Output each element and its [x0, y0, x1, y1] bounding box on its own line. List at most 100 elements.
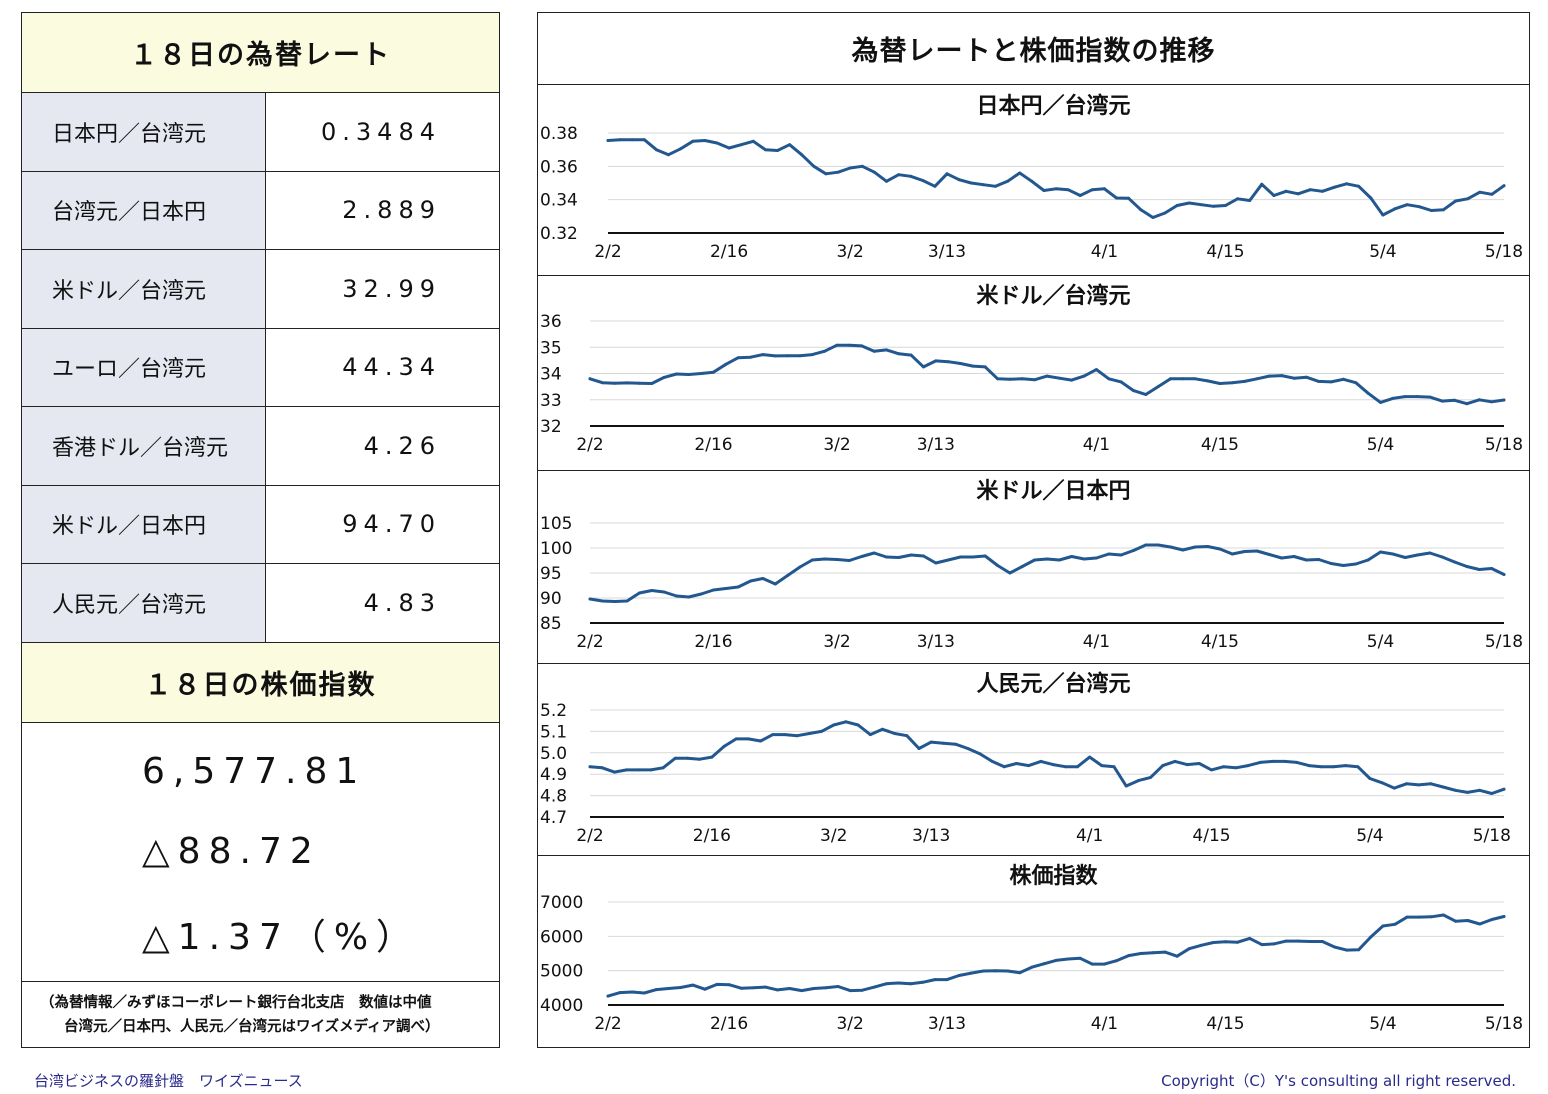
y-tick-label: 4.7 [540, 808, 567, 828]
data-point [909, 553, 913, 557]
data-point [1175, 204, 1179, 207]
rate-value: 4.26 [363, 431, 441, 460]
data-point [1042, 962, 1046, 966]
rate-value: 4.83 [363, 588, 441, 617]
data-point [1465, 790, 1469, 794]
charts-title: 為替レートと株価指数の推移 [538, 13, 1529, 85]
data-point [1429, 915, 1433, 919]
data-point [1369, 935, 1373, 939]
x-tick-label: 5/18 [1485, 632, 1523, 652]
y-tick-label: 95 [540, 564, 562, 584]
data-point [625, 768, 629, 772]
data-point [1272, 942, 1276, 946]
data-point [1368, 777, 1372, 780]
data-point [1248, 199, 1252, 202]
data-point [885, 982, 888, 986]
chart-3: 米ドル／日本円 105 100 95 90 85 2/2 2/16 3/2 3/13 4/1 4/15… [538, 470, 1529, 663]
data-point [1381, 213, 1385, 217]
data-point [1502, 184, 1506, 188]
data-point [922, 365, 925, 369]
data-point [835, 558, 839, 561]
data-point [751, 139, 755, 143]
y-tick-label: 85 [540, 614, 562, 634]
x-tick-label: 5/4 [1367, 435, 1394, 455]
data-point [630, 138, 634, 142]
data-point [1453, 398, 1457, 402]
data-point [1267, 374, 1271, 378]
data-point [1366, 558, 1370, 562]
data-point [1391, 552, 1395, 556]
x-tick-label: 2/16 [710, 242, 748, 262]
data-point [1127, 954, 1131, 958]
data-point [860, 164, 864, 168]
data-point [1490, 918, 1494, 921]
data-point [1136, 779, 1140, 783]
data-point [810, 353, 814, 357]
data-point [1181, 377, 1185, 381]
data-point [724, 587, 728, 590]
data-point [1218, 382, 1222, 385]
data-point [1357, 948, 1361, 952]
data-point [1304, 375, 1308, 379]
data-point [1403, 395, 1407, 399]
data-point [600, 381, 604, 385]
data-point [1236, 940, 1240, 944]
data-point [957, 974, 961, 977]
data-point [736, 356, 740, 360]
data-point [1345, 182, 1349, 186]
x-tick-label: 3/2 [836, 242, 863, 262]
data-point [1280, 374, 1284, 378]
chart-title: 日本円／台湾元 [976, 93, 1130, 119]
data-point [1199, 943, 1203, 947]
data-point [1156, 543, 1160, 547]
footer-copyright: Copyright（C）Y's consulting all right res… [1161, 1072, 1516, 1090]
data-point [1230, 381, 1234, 385]
data-point [1006, 179, 1010, 183]
data-point [921, 980, 925, 984]
data-point [1094, 368, 1098, 372]
x-tick-label: 3/13 [928, 1014, 966, 1034]
series-line [588, 720, 1506, 795]
y-tick-label: 4.8 [540, 787, 567, 807]
data-point [691, 983, 695, 987]
index-change-percent: △1.37（%） [142, 917, 421, 958]
data-point [600, 599, 604, 603]
data-point [1255, 549, 1259, 553]
data-point [1234, 766, 1238, 770]
data-point [773, 354, 777, 358]
chart-svg: 株価指数 7000 6000 5000 4000 2/2 2/16 3/2 3/13 4/1 4/1… [540, 863, 1523, 1034]
data-point [1329, 562, 1333, 565]
data-point [881, 727, 884, 731]
data-point [1333, 945, 1336, 949]
data-point [1429, 209, 1433, 212]
data-point [1149, 775, 1153, 779]
data-point [1272, 194, 1276, 197]
data-point [710, 755, 714, 759]
data-point [1144, 543, 1148, 547]
data-point [941, 741, 945, 745]
y-tick-label: 32 [540, 417, 562, 437]
data-point [1271, 759, 1274, 763]
source-note-line2: 台湾元／日本円、人民元／台湾元はワイズメディア調べ） [64, 1019, 440, 1035]
chart-4: 人民元／台湾元 5.2 5.1 5.0 4.9 4.8 4.7 2/2 2/16 3/2 3/13 4… [538, 663, 1529, 855]
rate-row: 台湾元／日本円 2.889 [22, 171, 499, 250]
data-point [1405, 782, 1408, 786]
data-point [905, 734, 909, 738]
data-point [1341, 564, 1345, 567]
data-point [600, 766, 604, 770]
x-tick-label: 2/2 [576, 632, 603, 652]
data-point [1112, 765, 1116, 769]
data-point [679, 147, 683, 151]
data-point [1057, 558, 1061, 562]
data-point [1329, 380, 1333, 384]
data-point [1366, 391, 1370, 395]
data-point [1094, 556, 1098, 560]
y-tick-label: 34 [540, 365, 562, 385]
data-point [613, 600, 617, 603]
data-point [1502, 398, 1506, 402]
data-point [1354, 562, 1358, 566]
data-point [1020, 377, 1024, 381]
data-point [1403, 556, 1407, 559]
chart-title: 人民元／台湾元 [976, 671, 1130, 697]
data-point [1466, 919, 1470, 922]
